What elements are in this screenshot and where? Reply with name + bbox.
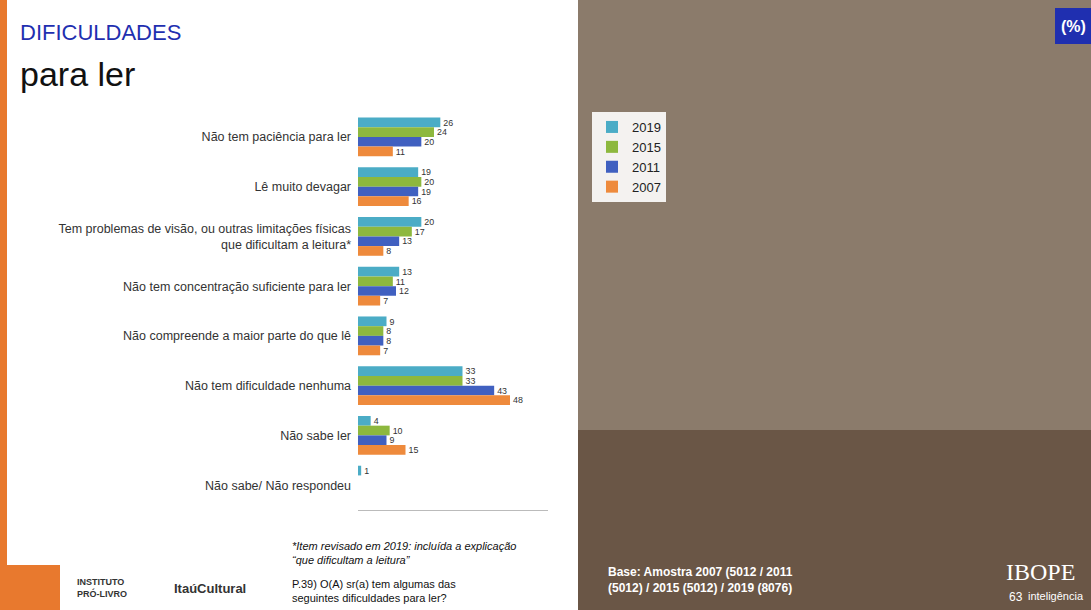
svg-text:inteligência: inteligência [1028,590,1084,602]
svg-text:para ler: para ler [20,55,135,93]
svg-text:20: 20 [424,137,434,147]
svg-text:33: 33 [466,366,476,376]
svg-text:7: 7 [383,296,388,306]
svg-text:9: 9 [390,317,395,327]
svg-text:Não tem paciência para ler: Não tem paciência para ler [202,130,351,144]
svg-text:ItaúCultural: ItaúCultural [174,581,246,596]
svg-text:8: 8 [386,336,391,346]
svg-text:IBOPE: IBOPE [1006,559,1075,585]
svg-text:12: 12 [399,286,409,296]
svg-text:1: 1 [364,466,369,476]
svg-text:2007: 2007 [632,180,661,195]
svg-text:8: 8 [386,246,391,256]
svg-text:4: 4 [374,416,379,426]
svg-text:7: 7 [383,346,388,356]
svg-text:63: 63 [1009,590,1023,604]
svg-text:19: 19 [421,187,431,197]
svg-text:43: 43 [497,386,507,396]
svg-text:Tem problemas de visão, ou out: Tem problemas de visão, ou outras limita… [59,222,352,252]
svg-text:9: 9 [390,435,395,445]
svg-text:16: 16 [412,196,422,206]
svg-text:Não tem dificuldade nenhuma: Não tem dificuldade nenhuma [185,379,351,393]
svg-text:13: 13 [402,236,412,246]
svg-text:13: 13 [402,267,412,277]
svg-text:INSTITUTOPRÓ-LIVRO: INSTITUTOPRÓ-LIVRO [77,577,127,599]
svg-text:15: 15 [409,445,419,455]
svg-text:Base: Amostra 2007 (5012 / 201: Base: Amostra 2007 (5012 / 2011(5012) / … [608,565,793,595]
svg-text:Lê muito devagar: Lê muito devagar [254,180,351,194]
svg-text:33: 33 [466,376,476,386]
svg-text:*Item revisado em 2019: incluí: *Item revisado em 2019: incluída a expli… [292,540,516,566]
svg-text:2011: 2011 [632,160,660,175]
svg-text:17: 17 [415,227,425,237]
svg-text:8: 8 [386,326,391,336]
svg-text:(%): (%) [1061,18,1086,35]
svg-text:10: 10 [393,426,403,436]
svg-text:2015: 2015 [632,140,661,155]
svg-text:11: 11 [396,147,405,157]
svg-text:48: 48 [513,395,523,405]
svg-text:20: 20 [424,217,434,227]
svg-text:DIFICULDADES: DIFICULDADES [20,20,181,45]
svg-text:20: 20 [424,177,434,187]
svg-text:Não tem concentração suficient: Não tem concentração suficiente para ler [123,280,351,294]
svg-text:26: 26 [443,118,453,128]
svg-text:19: 19 [421,167,431,177]
svg-text:Não sabe/ Não respondeu: Não sabe/ Não respondeu [205,479,351,493]
svg-text:11: 11 [396,277,405,287]
svg-text:Não compreende a maior parte d: Não compreende a maior parte do que lê [123,329,351,343]
svg-text:24: 24 [437,127,447,137]
svg-text:Não sabe ler: Não sabe ler [280,429,351,443]
svg-text:P.39) O(A) sr(a) tem algumas d: P.39) O(A) sr(a) tem algumas dasseguinte… [292,578,456,604]
svg-text:2019: 2019 [632,120,661,135]
